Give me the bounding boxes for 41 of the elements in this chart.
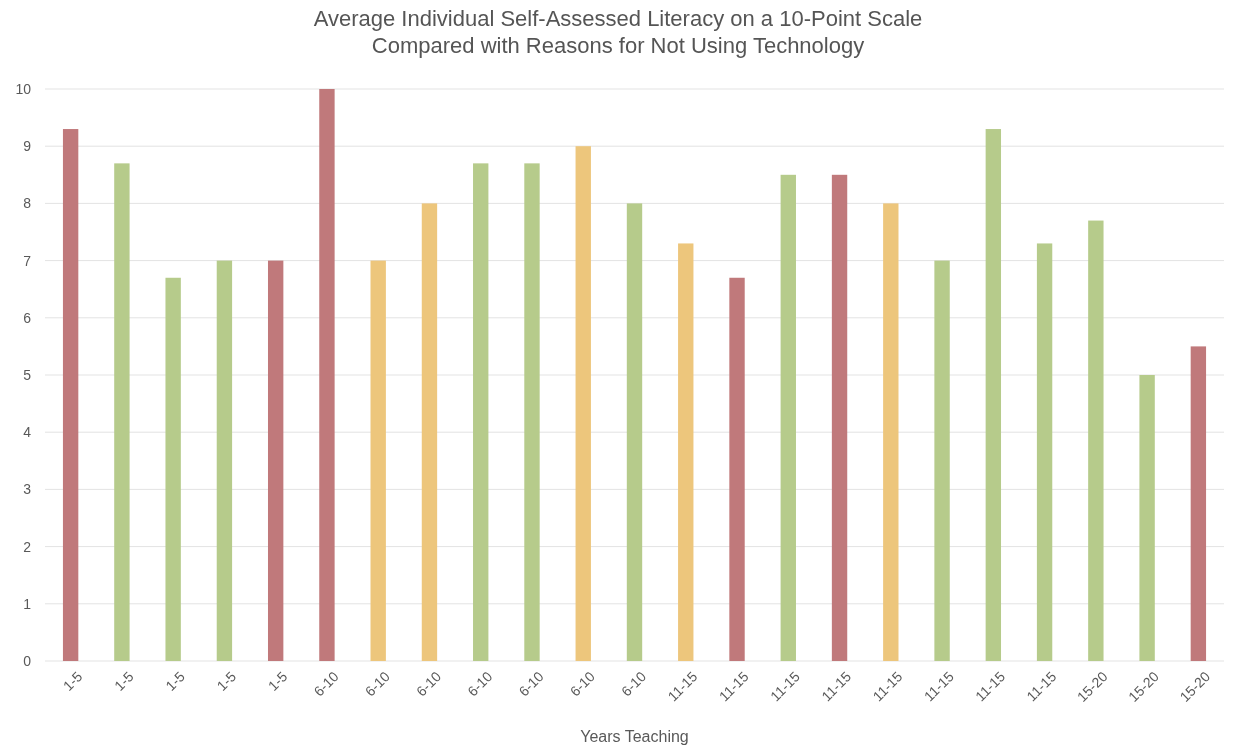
x-tick-label: 1-5: [59, 668, 86, 694]
bar: [421, 203, 438, 661]
bar: [267, 260, 284, 661]
bar: [883, 203, 899, 661]
bar: [1139, 375, 1155, 661]
y-tick-label: 6: [23, 309, 32, 326]
bar: [370, 260, 386, 661]
bar: [780, 174, 796, 661]
bar: [729, 277, 745, 661]
x-tick-label: 1-5: [110, 668, 137, 694]
y-tick-label: 10: [15, 80, 32, 97]
y-tick-label: 7: [23, 252, 32, 269]
y-tick-label: 1: [23, 595, 32, 612]
x-axis-title: Years Teaching: [580, 728, 689, 745]
bar: [62, 129, 79, 661]
chart-title: Average Individual Self-Assessed Literacy on a 10-Point Scale Compared with Reasons for Not Using Technology: [313, 6, 923, 58]
bar: [934, 260, 950, 661]
x-tick-label: 1-5: [162, 668, 189, 694]
y-tick-label: 2: [23, 538, 32, 555]
bar: [626, 203, 643, 661]
bar: [524, 163, 540, 661]
y-tick-label: 4: [23, 424, 32, 441]
y-tick-label: 9: [23, 138, 32, 155]
y-tick-label: 0: [23, 652, 32, 669]
bar: [1088, 220, 1104, 661]
bar: [678, 243, 694, 661]
bar: [985, 129, 1002, 661]
bar: [319, 89, 335, 661]
bar: [114, 163, 130, 661]
bar: [575, 146, 591, 661]
bar: [165, 277, 181, 661]
x-tick-label: 1-5: [264, 668, 291, 694]
y-tick-label: 5: [23, 366, 32, 383]
bar: [216, 260, 233, 661]
y-tick-label: 3: [23, 481, 32, 498]
bar: [473, 163, 489, 661]
x-tick-label: 1-5: [213, 668, 240, 694]
bar: [831, 174, 848, 661]
bar: [1036, 243, 1053, 661]
bar: [1190, 346, 1207, 661]
y-tick-label: 8: [23, 195, 32, 212]
